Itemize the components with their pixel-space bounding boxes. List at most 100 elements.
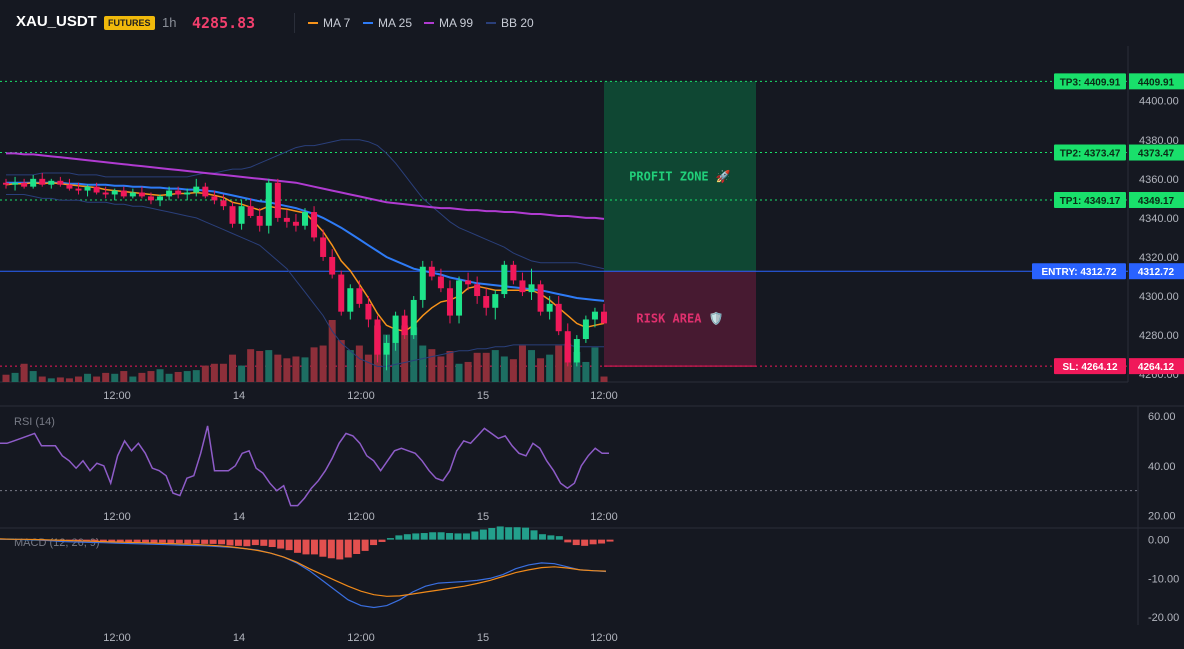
macd-histogram-bar <box>116 539 124 542</box>
candle-body <box>129 192 136 197</box>
price-tick-label: 4380.00 <box>1139 135 1179 147</box>
volume-bar <box>65 378 73 382</box>
candle-body <box>419 266 426 300</box>
candle-body <box>157 196 164 201</box>
volume-bar <box>482 352 490 382</box>
macd-histogram-bar <box>218 539 226 545</box>
volume-bar <box>310 347 318 382</box>
volume-bar <box>292 356 300 382</box>
profit-zone-label: PROFIT ZONE 🚀 <box>629 169 731 183</box>
bb20-swatch <box>486 21 496 24</box>
volume-bar <box>201 365 209 382</box>
macd-histogram-bar <box>530 530 538 540</box>
candle-body <box>582 319 589 340</box>
candle-body <box>546 303 553 312</box>
time-tick-label: 12:00 <box>103 632 131 644</box>
interval-label[interactable]: 1h <box>162 15 177 30</box>
volume-bar <box>537 358 545 382</box>
volume-bar <box>11 372 19 382</box>
price-tag-label: 4312.72 <box>1138 267 1175 278</box>
time-tick-label: 12:00 <box>590 390 618 402</box>
candle-body <box>528 284 535 293</box>
macd-histogram-bar <box>167 539 175 544</box>
candle-body <box>410 299 417 336</box>
bb-upper-line <box>6 139 605 270</box>
legend-ma7-label: MA 7 <box>323 16 351 30</box>
price-tag-label: 4349.17 <box>1138 196 1175 207</box>
price-tag-label: 4264.12 <box>1138 362 1175 373</box>
level-tag-tp3 <box>1054 73 1126 90</box>
legend-ma7[interactable]: MA 7 <box>308 16 350 30</box>
macd-histogram-bar <box>184 539 192 544</box>
ma99-line <box>6 152 605 220</box>
volume-bar <box>29 371 37 382</box>
macd-histogram-bar <box>209 539 217 544</box>
macd-signal-line <box>0 538 607 597</box>
price-tag-label: 4409.91 <box>1138 77 1175 88</box>
candle-body <box>591 311 598 320</box>
header-divider <box>294 13 295 33</box>
symbol-name[interactable]: XAU_USDT <box>16 13 97 30</box>
macd-histogram-bar <box>496 526 504 540</box>
volume-bar <box>165 373 173 382</box>
macd-histogram-bar <box>336 539 344 560</box>
volume-bar <box>183 371 191 382</box>
macd-histogram-bar <box>125 539 133 543</box>
volume-bar <box>337 340 345 382</box>
volume-bar <box>256 351 264 382</box>
macd-histogram-bar <box>429 532 437 540</box>
price-tick-label: 4400.00 <box>1139 96 1179 108</box>
volume-bar <box>437 356 445 382</box>
volume-bar <box>120 371 128 382</box>
candle-body <box>492 294 499 308</box>
volume-bar <box>2 374 10 382</box>
macd-histogram-bar <box>175 539 183 544</box>
macd-histogram-bar <box>91 539 99 542</box>
volume-bar <box>600 376 608 382</box>
ma7-line <box>5 181 605 332</box>
macd-histogram-bar <box>294 539 302 553</box>
candle-body <box>555 303 562 332</box>
candle-body <box>564 331 571 363</box>
time-tick-label: 12:00 <box>590 632 618 644</box>
candle-body <box>166 190 173 197</box>
volume-bar <box>573 351 581 382</box>
volume-bar <box>174 371 182 382</box>
macd-tick-label: -20.00 <box>1148 612 1179 624</box>
candle-body <box>93 186 100 193</box>
volume-bar <box>410 327 418 382</box>
legend-bb20[interactable]: BB 20 <box>486 16 534 30</box>
macd-histogram-bar <box>505 527 513 540</box>
volume-bar <box>500 356 508 382</box>
legend-ma25[interactable]: MA 25 <box>363 16 412 30</box>
volume-bar <box>546 354 554 382</box>
volume-bar <box>38 376 46 382</box>
macd-histogram-bar <box>471 531 479 540</box>
volume-bar <box>392 329 400 382</box>
candle-body <box>138 192 145 197</box>
legend-ma99[interactable]: MA 99 <box>424 16 473 30</box>
candle-body <box>147 196 154 201</box>
candle-body <box>292 221 299 226</box>
volume-bar <box>428 349 436 382</box>
volume-bar <box>364 354 372 382</box>
candle-body <box>57 180 64 185</box>
candle-body <box>84 186 91 191</box>
time-tick-label: 15 <box>477 390 489 402</box>
volume-bar <box>238 365 246 382</box>
volume-bar <box>93 376 101 382</box>
macd-histogram-bar <box>581 539 589 546</box>
level-tag-label: TP1: 4349.17 <box>1060 196 1121 207</box>
volume-bar <box>274 354 282 382</box>
volume-bar <box>247 349 255 382</box>
volume-bar <box>192 370 200 382</box>
price-tag-label: 4373.47 <box>1138 149 1175 160</box>
macd-histogram-bar <box>370 539 378 546</box>
candle-body <box>102 192 109 195</box>
macd-histogram-bar <box>488 528 496 540</box>
time-tick-label: 14 <box>233 390 245 402</box>
volume-bar <box>229 354 237 382</box>
volume-bar <box>283 358 291 382</box>
candle-body <box>39 178 46 185</box>
